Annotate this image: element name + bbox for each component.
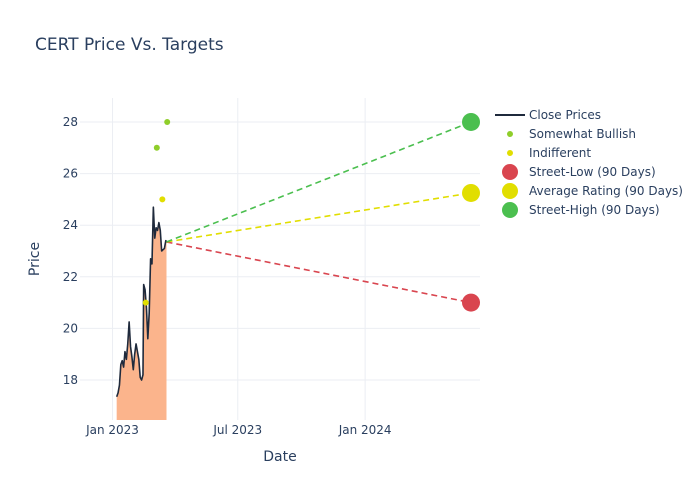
street-low-target-marker (462, 293, 481, 312)
legend-item-somewhat-bullish: Somewhat Bullish (507, 127, 636, 141)
legend-dot-swatch (507, 150, 513, 156)
legend: Close Prices Somewhat Bullish Indifferent S… (495, 108, 683, 218)
close-price-line (115, 206, 168, 398)
y-tick-label: 28 (63, 115, 78, 129)
somewhat-bullish-point (164, 118, 171, 125)
legend-label: Street-Low (90 Days) (529, 165, 656, 179)
somewhat-bullish-point (153, 144, 160, 151)
legend-item-average: Average Rating (90 Days) (502, 183, 683, 199)
legend-label: Close Prices (529, 108, 601, 122)
y-tick-label: 20 (63, 321, 78, 335)
x-axis-ticks: Jan 2023 Jul 2023 Jan 2024 (85, 423, 391, 437)
close-area-layer (116, 207, 167, 420)
x-axis-title: Date (263, 449, 296, 465)
indifferent-point (159, 196, 166, 203)
legend-item-close: Close Prices (495, 108, 601, 122)
legend-item-street-high: Street-High (90 Days) (502, 202, 660, 218)
points-layer (142, 112, 481, 312)
legend-item-street-low: Street-Low (90 Days) (502, 164, 656, 180)
x-tick-label: Jan 2024 (338, 423, 392, 437)
legend-label: Indifferent (529, 146, 591, 160)
legend-marker-swatch (502, 164, 518, 180)
y-tick-label: 26 (63, 167, 78, 181)
x-tick-label: Jul 2023 (212, 423, 262, 437)
close-price-area (116, 207, 167, 420)
street-low-target-line (166, 241, 472, 304)
y-axis-title: Price (27, 242, 43, 276)
legend-label: Street-High (90 Days) (529, 203, 660, 217)
legend-label: Average Rating (90 Days) (529, 184, 683, 198)
average-target-marker (462, 183, 481, 202)
average-target-line (166, 192, 472, 243)
y-tick-label: 24 (63, 218, 78, 232)
legend-marker-swatch (502, 183, 518, 199)
legend-label: Somewhat Bullish (529, 127, 636, 141)
street-high-target-marker (462, 112, 481, 131)
street-high-target-line (166, 121, 472, 243)
legend-dot-swatch (507, 131, 513, 137)
legend-item-indifferent: Indifferent (507, 146, 591, 160)
chart-title: CERT Price Vs. Targets (35, 35, 224, 55)
y-tick-label: 18 (63, 373, 78, 387)
legend-marker-swatch (502, 202, 518, 218)
indifferent-point (142, 299, 149, 306)
y-tick-label: 22 (63, 270, 78, 284)
lines-layer (115, 121, 472, 398)
y-axis-ticks: 18 20 22 24 26 28 (63, 115, 78, 387)
x-tick-label: Jan 2023 (85, 423, 139, 437)
